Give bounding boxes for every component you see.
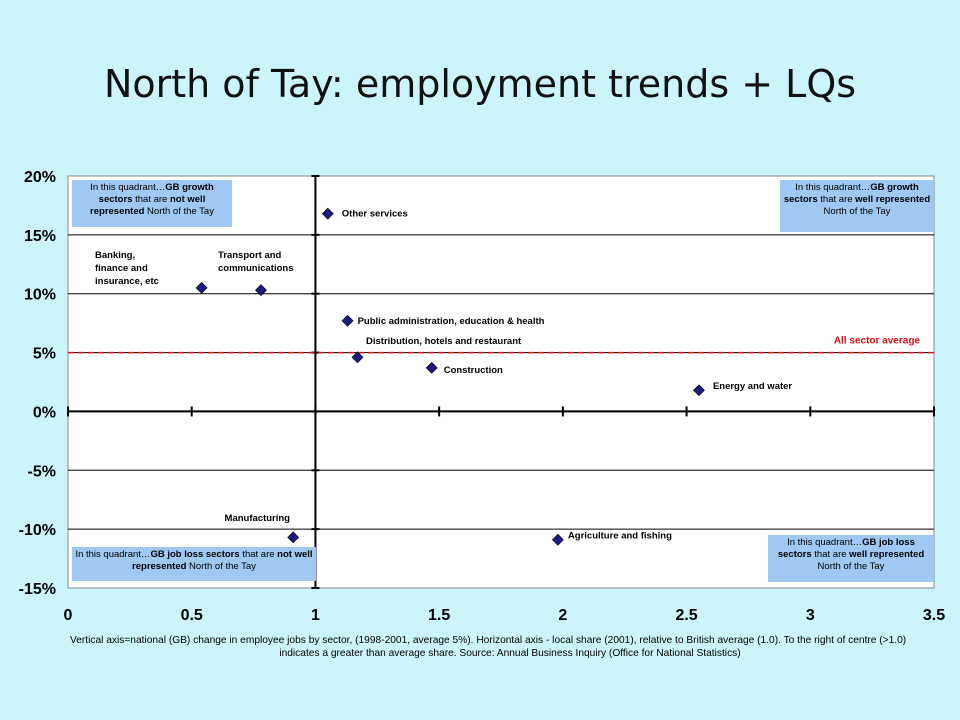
data-label: Public administration, education & healt… xyxy=(358,316,545,327)
data-point xyxy=(351,351,364,364)
data-label: Transport and communications xyxy=(218,250,294,274)
y-tick-label: 10% xyxy=(24,287,56,304)
y-tick-label: 5% xyxy=(33,346,56,363)
y-tick-label: -15% xyxy=(19,581,56,598)
average-line-label: All sector average xyxy=(834,336,921,347)
y-tick-label: -10% xyxy=(19,522,56,539)
data-label: Banking, finance and insurance, etc xyxy=(95,250,159,287)
x-tick-label: 3 xyxy=(806,607,815,624)
data-label: Construction xyxy=(444,365,503,376)
data-labels: Other services Banking, finance and insuran… xyxy=(95,209,792,542)
data-point xyxy=(341,314,354,327)
x-tick-label: 1.5 xyxy=(428,607,450,624)
data-points xyxy=(195,207,705,546)
average-line-group: All sector average xyxy=(68,336,934,354)
x-tick-label: 0 xyxy=(64,607,73,624)
data-point xyxy=(321,207,334,220)
data-label: Distribution, hotels and restaurant xyxy=(366,336,522,347)
x-tick-label: 0.5 xyxy=(181,607,203,624)
data-label: Energy and water xyxy=(713,381,792,392)
caption-line-2: indicates a greater than average share. … xyxy=(279,648,741,659)
data-label: Agriculture and fishing xyxy=(568,531,672,542)
quadrant-note-bottom-left: In this quadrant…GB job loss sectors tha… xyxy=(72,547,316,581)
chart-caption: Vertical axis=national (GB) change in em… xyxy=(70,634,950,660)
x-tick-label: 1 xyxy=(311,607,320,624)
axes xyxy=(67,175,935,589)
x-tick-label: 2 xyxy=(558,607,567,624)
caption-line-1: Vertical axis=national (GB) change in em… xyxy=(70,635,907,646)
y-tick-label: 15% xyxy=(24,228,56,245)
x-tick-label: 2.5 xyxy=(675,607,697,624)
data-point xyxy=(551,533,564,546)
quadrant-note-top-left: In this quadrant…GB growth sectors that … xyxy=(72,180,232,227)
y-tick-label: -5% xyxy=(28,463,56,480)
y-tick-label: 0% xyxy=(33,404,56,421)
y-tick-label: 20% xyxy=(24,169,56,186)
data-point xyxy=(693,384,705,397)
data-label: Other services xyxy=(342,209,408,220)
data-point xyxy=(287,531,300,544)
data-point xyxy=(195,281,208,294)
quadrant-note-bottom-right: In this quadrant…GB job loss sectors tha… xyxy=(768,535,934,582)
data-point xyxy=(425,361,438,374)
tick-labels: 20% 15% 10% 5% 0% -5% -10% -15% 0 0.5 1 1.5 2 2.5 3 3.5 xyxy=(19,169,946,624)
plot-area xyxy=(67,175,935,589)
slide-title: North of Tay: employment trends + LQs xyxy=(103,62,857,106)
data-label: Manufacturing xyxy=(225,513,291,524)
x-tick-label: 3.5 xyxy=(923,607,945,624)
data-point xyxy=(255,284,267,297)
quadrant-note-top-right: In this quadrant…GB growth sectors that … xyxy=(780,180,934,232)
